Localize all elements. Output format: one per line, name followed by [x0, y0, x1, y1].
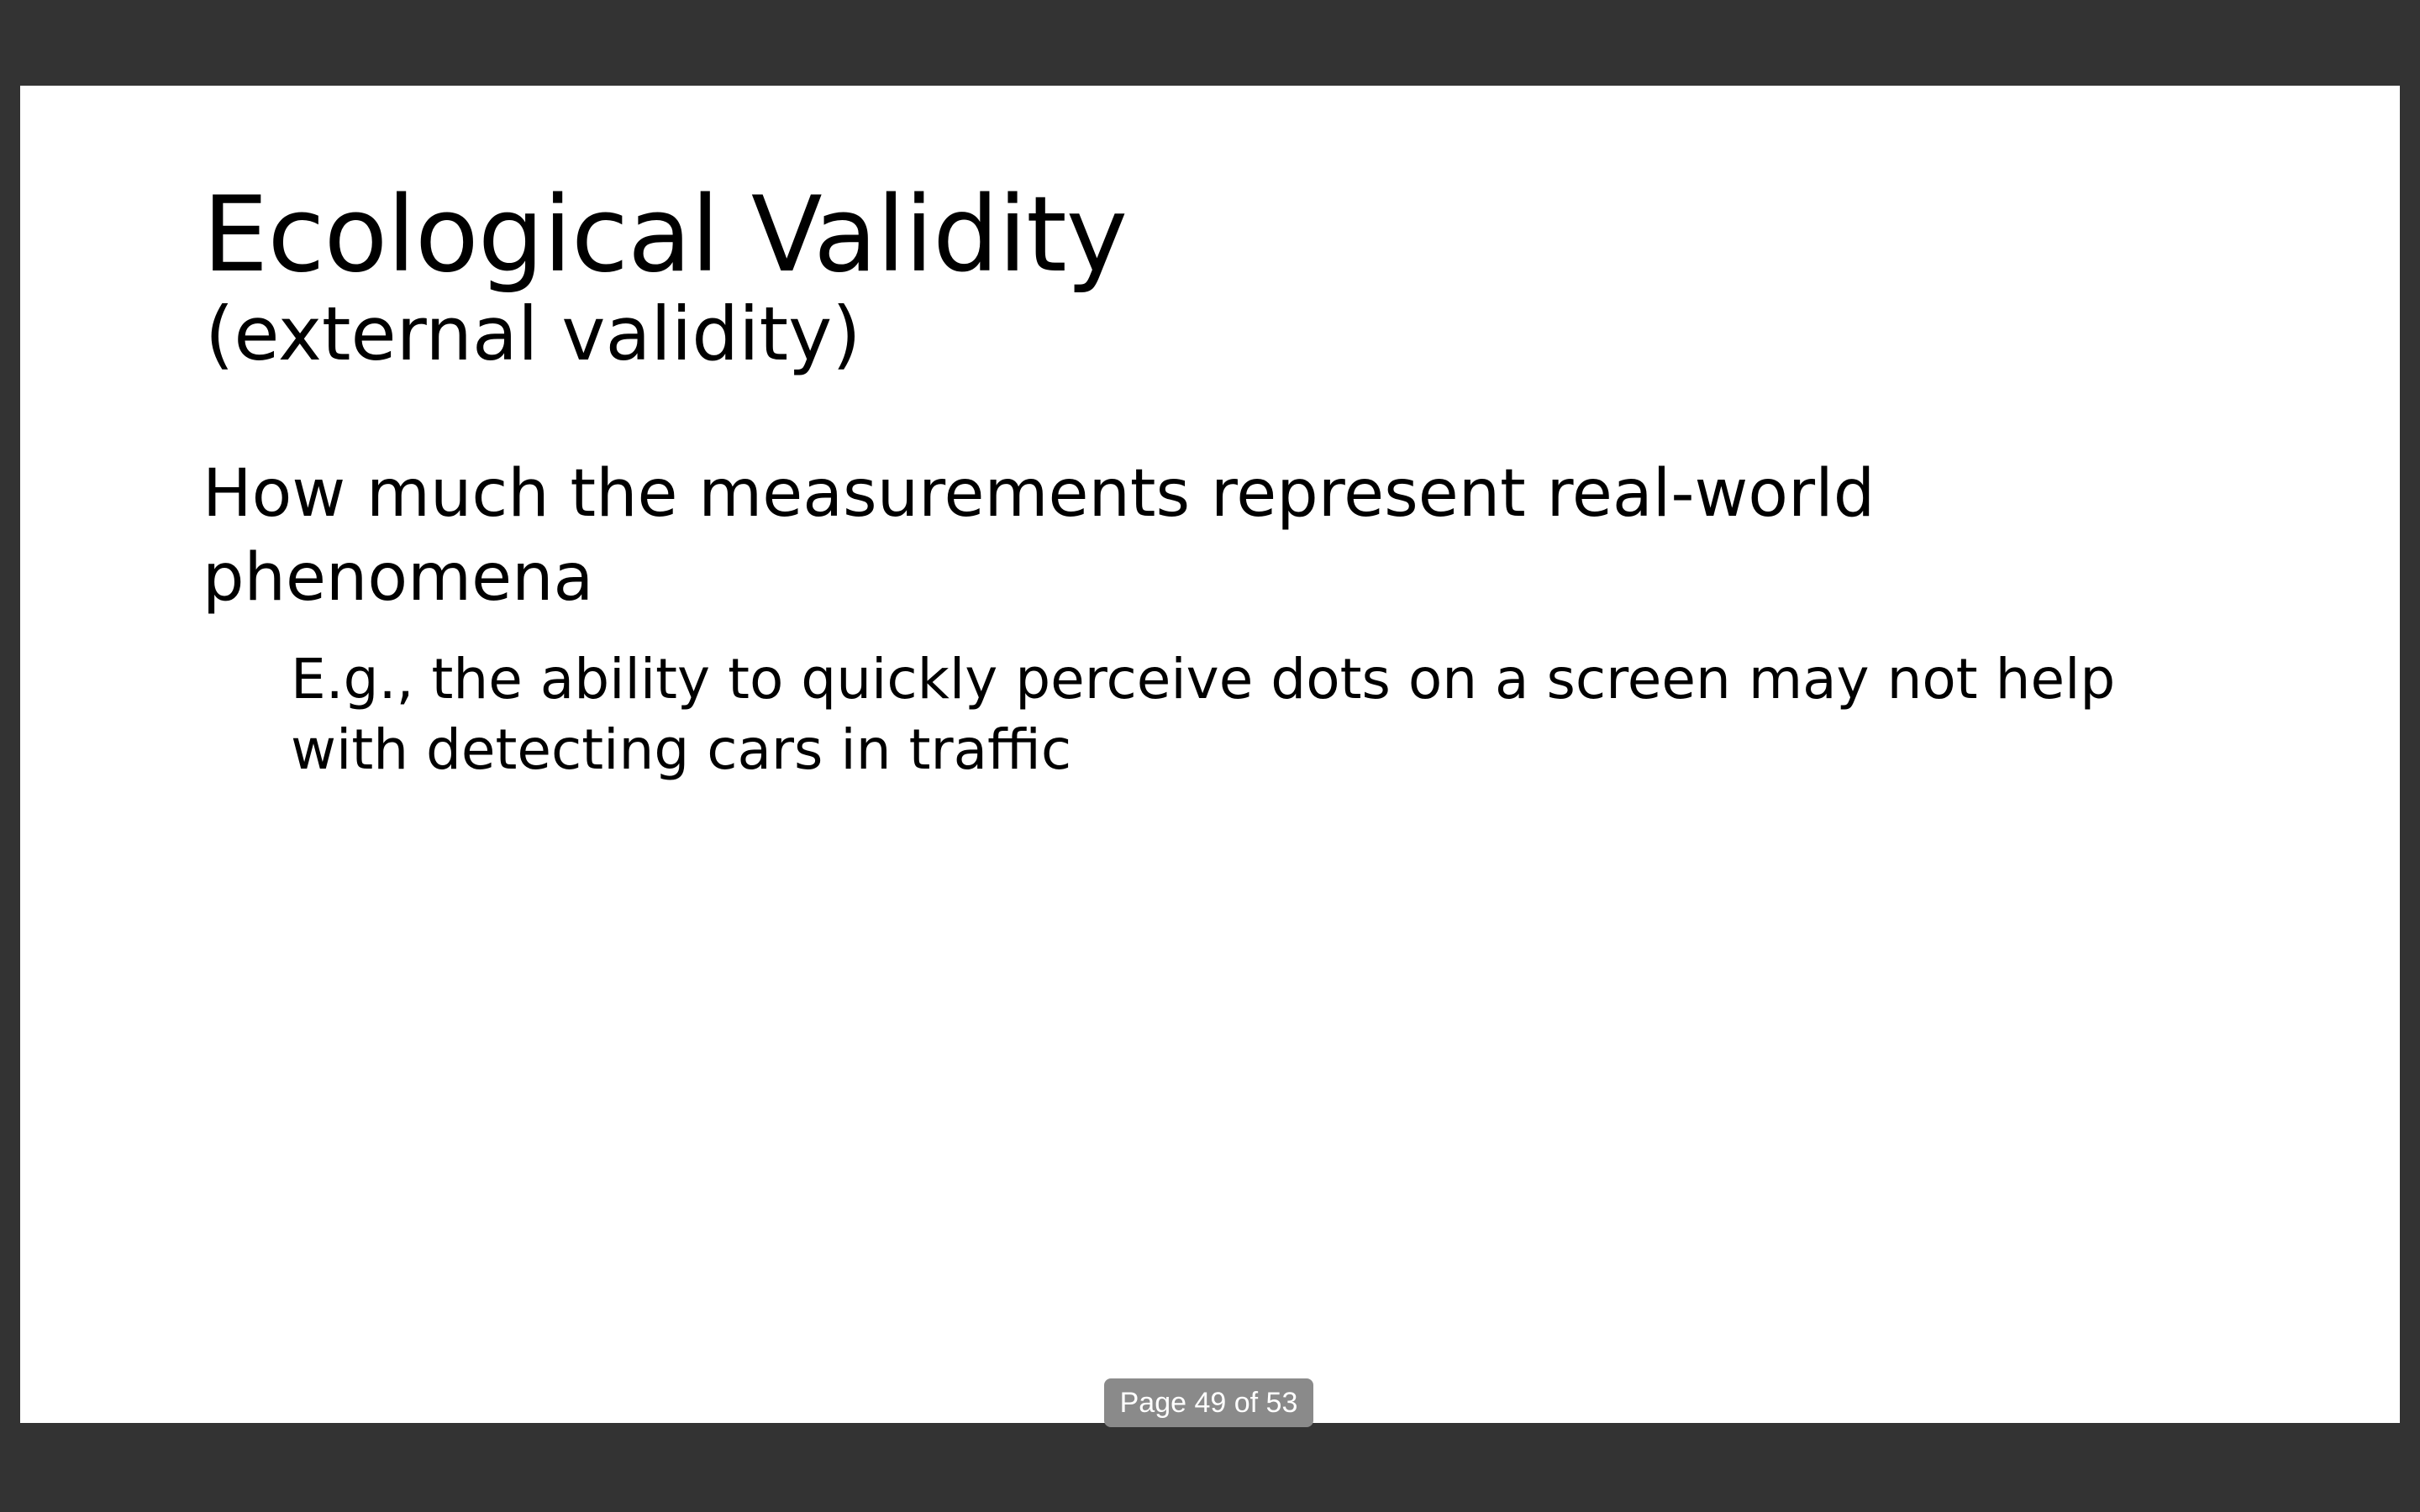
slide: Ecological Validity (external validity) …	[20, 86, 2400, 1423]
page-indicator: Page 49 of 53	[1104, 1378, 1313, 1427]
slide-subtitle: (external validity)	[205, 291, 861, 377]
bullet-level-2: E.g., the ability to quickly perceive do…	[291, 647, 2116, 782]
bullet-level-1: How much the measurements represent real…	[203, 456, 1876, 616]
slide-title: Ecological Validity	[203, 175, 1128, 296]
